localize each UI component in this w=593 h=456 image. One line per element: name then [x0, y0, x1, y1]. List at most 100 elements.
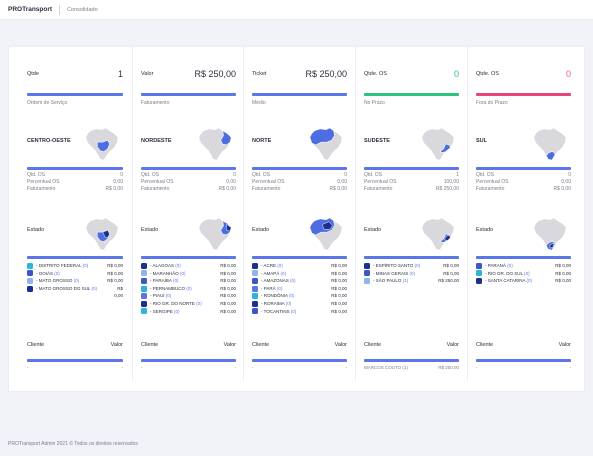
- state-list-item[interactable]: - MATO GROSSO (0) R$ 0,00: [27, 277, 123, 285]
- client-value: -: [569, 365, 572, 370]
- state-list-item[interactable]: - AMAZONAS (0) R$ 0,00: [252, 277, 347, 285]
- client-table-header: Cliente Valor: [476, 342, 571, 348]
- state-section-title: Estado: [364, 227, 382, 233]
- state-count: (1): [402, 278, 409, 284]
- state-list-item[interactable]: - ALAGOAS (0) R$ 0,00: [141, 262, 236, 270]
- stat-value: 0: [344, 172, 347, 178]
- stat-row-qtd-os: Qtd. OS 0: [476, 172, 571, 179]
- kpi-label: Valor: [141, 71, 154, 77]
- state-value-currency: R$: [117, 285, 123, 291]
- state-name: - PIAUÍ (0): [150, 292, 220, 300]
- state-list-item[interactable]: - PARAÍBA (0) R$ 0,00: [141, 277, 236, 285]
- client-progress-bar: [364, 359, 459, 362]
- state-name: - RORAIMA (0): [261, 300, 331, 308]
- stat-value: 0: [568, 172, 571, 178]
- kpi-value: R$ 250,00: [194, 69, 236, 79]
- client-col-header: Cliente: [364, 342, 382, 348]
- state-list-item[interactable]: - DISTRITO FEDERAL (0) R$ 0,00: [27, 262, 123, 270]
- state-list-item[interactable]: - MINAS GERAIS (0) R$ 0,00: [364, 270, 459, 278]
- region-title[interactable]: CENTRO-OESTE: [27, 138, 71, 144]
- brand-logo[interactable]: PROTransport: [8, 6, 53, 13]
- state-count: (0): [91, 285, 97, 291]
- state-list-item[interactable]: - SANTA CATARINA (0) R$ 0,00: [476, 277, 571, 285]
- brazil-outline: [421, 217, 455, 251]
- stat-label: Faturamento: [141, 186, 170, 192]
- state-value-amount: 0,00: [114, 293, 123, 299]
- state-value: R$ 0,00: [331, 285, 347, 291]
- state-label: - AMAPÁ: [261, 270, 280, 276]
- state-color-chip: [252, 262, 258, 269]
- state-list-item[interactable]: - RONDÔNIA (0) R$ 0,00: [252, 292, 347, 300]
- state-list-item[interactable]: - PERNAMBUCO (0) R$ 0,00: [141, 285, 236, 293]
- highlighted-state: [444, 234, 451, 241]
- kpi-caption: Faturamento: [141, 100, 170, 106]
- client-row[interactable]: --: [141, 365, 236, 370]
- stat-label: Percentual OS: [141, 179, 174, 185]
- region-progress-bar: [364, 167, 459, 170]
- kpi-card: Valor R$ 250,00: [141, 69, 236, 79]
- client-row[interactable]: --: [252, 365, 347, 370]
- breadcrumb[interactable]: Consolidado: [67, 6, 98, 13]
- state-value: R$ 0,00: [220, 300, 236, 306]
- state-color-chip: [27, 285, 33, 292]
- state-list-item[interactable]: - RORAIMA (0) R$ 0,00: [252, 300, 347, 308]
- state-list-item[interactable]: - SÃO PAULO (1) R$ 250,00: [364, 277, 459, 285]
- state-list: - PARANÁ (0) R$ 0,00 - RIO GR. DO SUL (0)…: [476, 262, 571, 285]
- client-row[interactable]: MARCOS COUTO (1) R$ 250,00: [364, 365, 459, 370]
- state-list: - DISTRITO FEDERAL (0) R$ 0,00 - GOIÁS (0…: [27, 262, 123, 300]
- state-list-item[interactable]: - TOCANTINS (0) R$ 0,00: [252, 308, 347, 316]
- state-value: R$ 0,00: [220, 308, 236, 314]
- state-list-item[interactable]: - PIAUÍ (0) R$ 0,00: [141, 292, 236, 300]
- client-name: -: [27, 365, 29, 370]
- client-table-header: Cliente Valor: [141, 342, 236, 348]
- state-color-chip: [476, 270, 482, 277]
- state-list-item[interactable]: - AMAPÁ (0) R$ 0,00: [252, 270, 347, 278]
- stat-label: Faturamento: [27, 186, 56, 192]
- state-list-item[interactable]: - PARÁ (0) R$ 0,00: [252, 285, 347, 293]
- state-value: R$ 0,00: [555, 263, 571, 268]
- state-label: - PERNAMBUCO: [150, 285, 186, 291]
- client-row[interactable]: --: [27, 365, 123, 370]
- state-label: - PARAÍBA: [150, 278, 172, 284]
- value-col-header: Valor: [223, 342, 236, 348]
- state-list-item[interactable]: - ACRE (0) R$ 0,00: [252, 262, 347, 270]
- state-list-item[interactable]: - ESPÍRITO SANTO (0) R$ 0,00: [364, 262, 459, 270]
- region-title[interactable]: SUDESTE: [364, 138, 390, 144]
- state-name: - PERNAMBUCO (0): [150, 285, 220, 293]
- state-count: (0): [507, 263, 513, 268]
- state-color-chip: [476, 262, 482, 269]
- state-value: R$ 0,00: [331, 263, 347, 268]
- highlighted-state: [226, 224, 232, 232]
- state-list-item[interactable]: - SERGIPE (0) R$ 0,00: [141, 308, 236, 316]
- kpi-progress-bar: [141, 93, 236, 96]
- state-value: R$ 0,00: [331, 293, 347, 299]
- region-title[interactable]: NORTE: [252, 138, 272, 144]
- stat-value: 0: [120, 172, 123, 178]
- state-count: (0): [73, 278, 80, 284]
- state-list-item[interactable]: - RIO GR. DO SUL (0) R$ 0,00: [476, 270, 571, 278]
- stat-value: R$ 0,00: [329, 186, 347, 192]
- state-list-item[interactable]: - MARANHÃO (0) R$ 0,00: [141, 270, 236, 278]
- state-label: - PIAUÍ: [150, 293, 165, 299]
- client-row[interactable]: --: [476, 365, 571, 370]
- stat-value: R$ 0,00: [105, 186, 123, 192]
- state-name: - SÃO PAULO (1): [373, 277, 438, 285]
- highlighted-state: [102, 229, 110, 239]
- state-list-item[interactable]: - MATO GROSSO DO SUL (0) R$ 0,00: [27, 285, 123, 300]
- client-col-header: Cliente: [476, 342, 494, 348]
- region-title[interactable]: SUL: [476, 138, 487, 144]
- state-list-item[interactable]: - GOIÁS (0) R$ 0,00: [27, 270, 123, 278]
- state-list-item[interactable]: - RIO GR. DO NORTE (0) R$ 0,00: [141, 300, 236, 308]
- stat-value: 0,00: [337, 179, 347, 185]
- state-value: R$ 0,00: [331, 278, 347, 284]
- kpi-card: Qtde 1: [27, 69, 123, 79]
- kpi-label: Qtde: [27, 71, 39, 77]
- kpi-value: 1: [117, 69, 123, 79]
- state-progress-bar: [476, 256, 571, 259]
- highlighted-state: [549, 243, 555, 249]
- highlighted-state: [321, 221, 333, 230]
- client-progress-bar: [252, 359, 347, 362]
- state-color-chip: [141, 308, 147, 315]
- state-list-item[interactable]: - PARANÁ (0) R$ 0,00: [476, 262, 571, 270]
- region-title[interactable]: NORDESTE: [141, 138, 172, 144]
